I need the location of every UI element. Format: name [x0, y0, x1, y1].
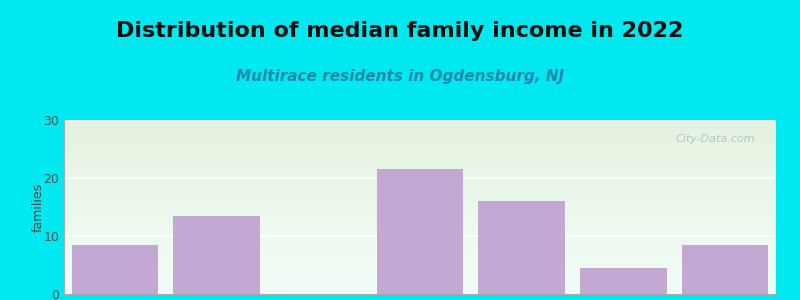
- Y-axis label: families: families: [31, 182, 44, 232]
- Bar: [72, 245, 158, 294]
- Bar: [478, 201, 565, 294]
- Bar: [174, 216, 260, 294]
- Bar: [377, 169, 463, 294]
- Bar: [580, 268, 666, 294]
- Text: City-Data.com: City-Data.com: [675, 134, 754, 144]
- Text: Multirace residents in Ogdensburg, NJ: Multirace residents in Ogdensburg, NJ: [236, 69, 564, 84]
- Bar: [682, 245, 768, 294]
- Text: Distribution of median family income in 2022: Distribution of median family income in …: [116, 21, 684, 41]
